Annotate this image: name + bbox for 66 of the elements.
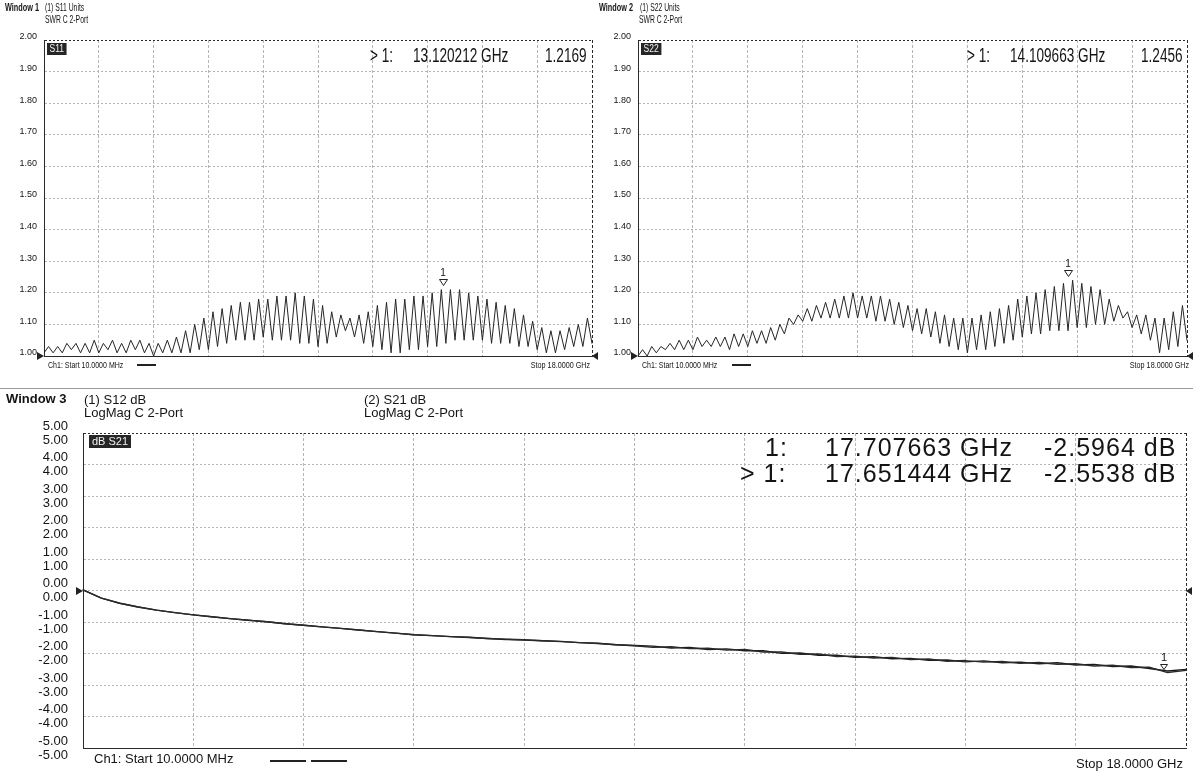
annotation: 1 xyxy=(440,267,446,279)
y-tick-label: 1.80 xyxy=(19,94,37,105)
annotation: 17.707663 GHz xyxy=(825,433,1014,461)
y-tick-label: 2.00 xyxy=(42,512,68,528)
y-tick-label: 2.00 xyxy=(613,31,631,42)
y-tick-label: 1.10 xyxy=(19,315,37,326)
y-tick-label: 1.60 xyxy=(613,157,631,168)
annotation: 1 xyxy=(1065,258,1071,270)
annotation: -2.5964 dB xyxy=(1044,433,1177,461)
y-tick-label: 1.30 xyxy=(613,252,631,263)
y-tick-label: 1.30 xyxy=(19,252,37,263)
text: (1) S22 Units xyxy=(640,2,680,13)
y-tick-label: 5.00 xyxy=(42,417,68,433)
y-tick-label: 1.70 xyxy=(19,126,37,137)
annotation: 14.109663 GHz xyxy=(1010,44,1106,66)
text: Ch1: Start 10.0000 MHz xyxy=(94,751,234,766)
y-tick-label: 1.60 xyxy=(19,157,37,168)
annotation: 13.120212 GHz xyxy=(413,44,509,66)
annotation: 1.2169 xyxy=(545,44,587,66)
y-tick-label: 1.80 xyxy=(613,94,631,105)
y-tick-label: -5.00 xyxy=(38,732,68,748)
y-tick-label: 1.20 xyxy=(613,284,631,295)
y-tick-label: 1.20 xyxy=(19,284,37,295)
annotation: -2.5538 dB xyxy=(1044,459,1177,487)
y-tick-label: -3.00 xyxy=(38,669,68,685)
annotation: S11 xyxy=(47,43,67,55)
chart-title: Window 1 xyxy=(5,2,39,13)
y-tick-label: 1.50 xyxy=(613,189,631,200)
text: Stop 18.0000 GHz xyxy=(1076,756,1183,771)
annotation: > 1: xyxy=(740,459,787,487)
text: (1) S12 dB xyxy=(84,392,147,407)
text: SWR C 2-Port xyxy=(45,14,89,25)
text: Ch1: Start 10.0000 MHz xyxy=(48,360,124,370)
text: Stop 18.0000 GHz xyxy=(530,360,590,370)
y-tick-label: 1.70 xyxy=(613,126,631,137)
y-tick-label: 1.90 xyxy=(19,63,37,74)
y-tick-label: 1.00 xyxy=(42,543,68,559)
chart-title: Window 3 xyxy=(6,391,67,406)
y-tick-label: 1.50 xyxy=(19,189,37,200)
y-tick-label: 1.00 xyxy=(19,347,37,358)
y-tick-label: 1.40 xyxy=(19,221,37,232)
text: Ch1: Start 10.0000 MHz xyxy=(642,360,718,370)
y-tick-label: -2.00 xyxy=(38,638,68,654)
annotation: > 1: xyxy=(370,44,394,66)
y-tick-label: 2.00 xyxy=(19,31,37,42)
y-tick-label: 4.00 xyxy=(42,449,68,465)
annotation: 1: xyxy=(765,433,788,461)
y-tick-label: 3.00 xyxy=(42,480,68,496)
annotation: 1.2456 xyxy=(1141,44,1183,66)
annotation: 1 xyxy=(1160,651,1168,664)
y-tick-label: 1.90 xyxy=(613,63,631,74)
text: (1) S11 Units xyxy=(45,2,85,13)
text: (2) S21 dB xyxy=(364,392,427,407)
annotation: dB S21 xyxy=(89,435,132,448)
y-tick-label: 1.10 xyxy=(613,315,631,326)
y-tick-label: 0.00 xyxy=(42,575,68,591)
chart-title: Window 2 xyxy=(599,2,633,13)
y-tick-label: 1.40 xyxy=(613,221,631,232)
annotation: > 1: xyxy=(967,44,991,66)
y-tick-label: 1.00 xyxy=(613,347,631,358)
annotation: 17.651444 GHz xyxy=(825,459,1014,487)
y-tick-label: -1.00 xyxy=(38,606,68,622)
annotation: S22 xyxy=(641,43,662,55)
text: SWR C 2-Port xyxy=(639,14,683,25)
y-tick-label: -4.00 xyxy=(38,701,68,717)
text: Stop 18.0000 GHz xyxy=(1129,360,1189,370)
